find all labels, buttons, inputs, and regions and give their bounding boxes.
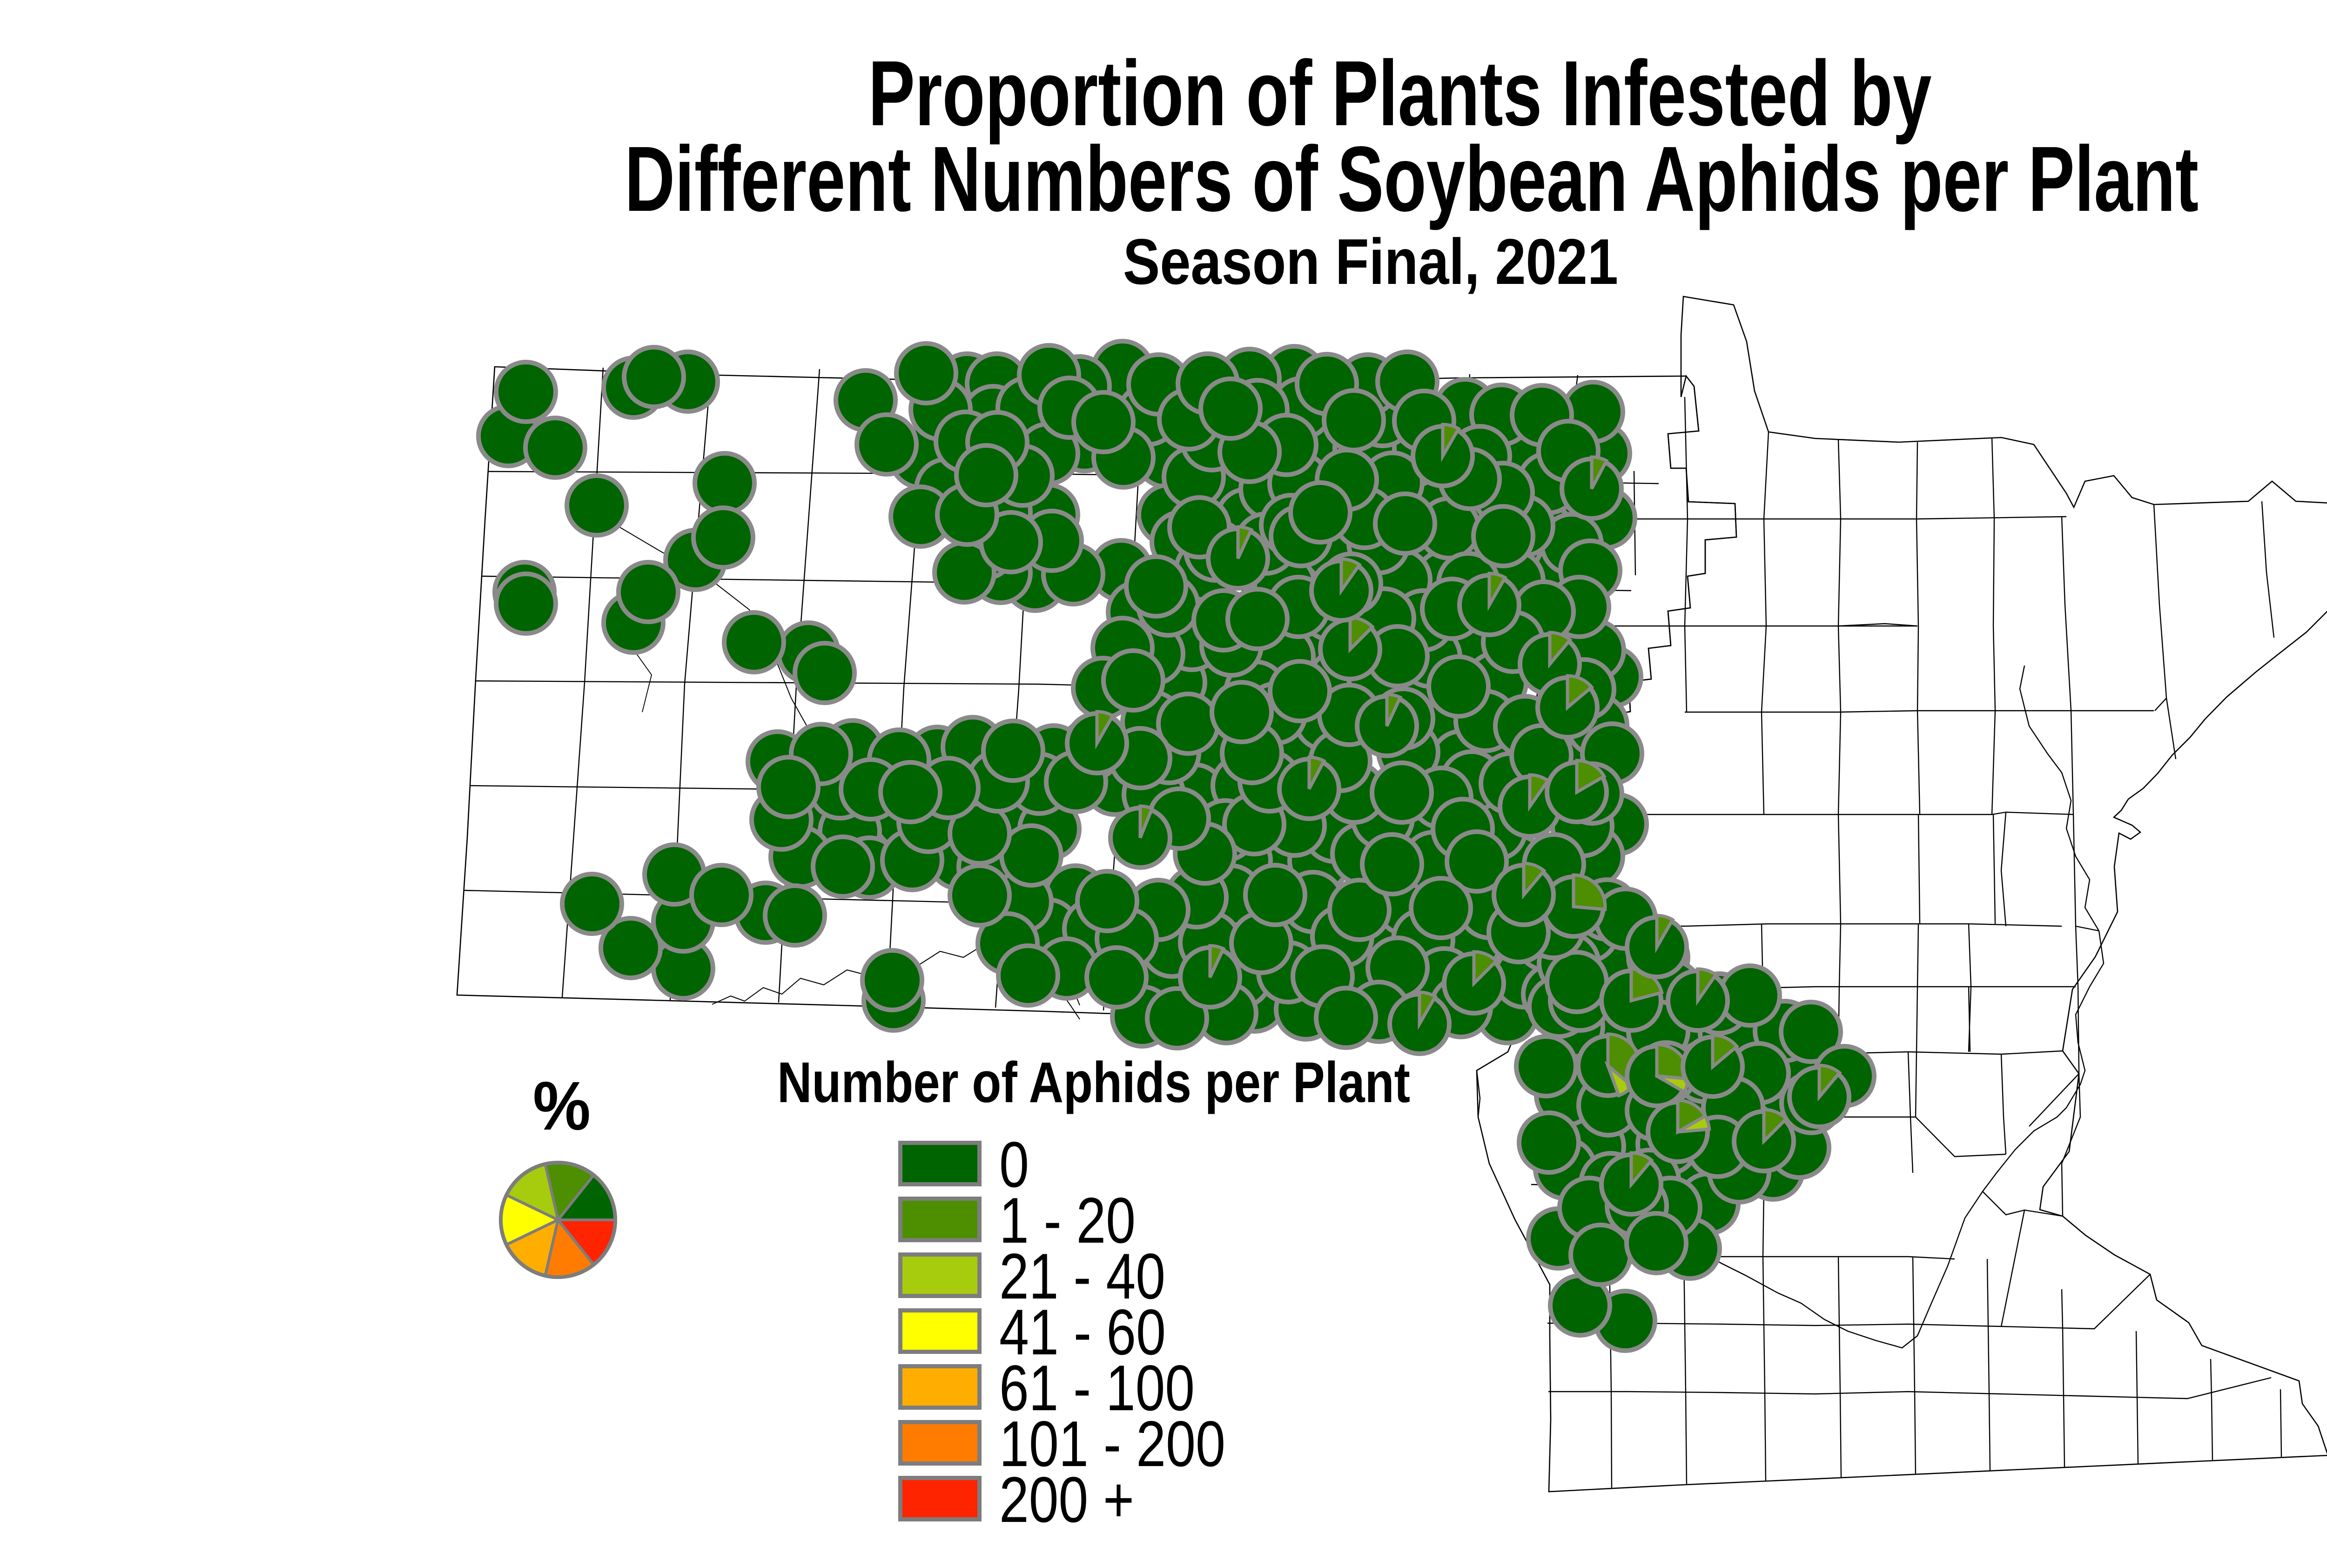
svg-text:Number of Aphids per Plant: Number of Aphids per Plant — [777, 1051, 1410, 1115]
svg-text:41 - 60: 41 - 60 — [999, 1296, 1166, 1368]
svg-text:21 - 40: 21 - 40 — [999, 1240, 1165, 1312]
svg-text:101 - 200: 101 - 200 — [999, 1408, 1225, 1480]
svg-text:%: % — [533, 1068, 591, 1144]
svg-text:1 - 20: 1 - 20 — [999, 1184, 1136, 1257]
svg-text:200 +: 200 + — [999, 1464, 1134, 1536]
svg-text:Season Final, 2021: Season Final, 2021 — [1123, 226, 1618, 298]
svg-text:Proportion of Plants Infested: Proportion of Plants Infested by — [868, 42, 1932, 145]
svg-text:Different Numbers of Soybean A: Different Numbers of Soybean Aphids per … — [625, 128, 2199, 231]
svg-text:0: 0 — [999, 1129, 1029, 1201]
svg-text:61 - 100: 61 - 100 — [999, 1352, 1195, 1424]
